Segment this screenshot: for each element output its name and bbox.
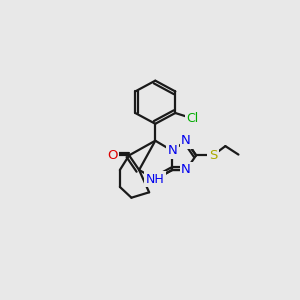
Text: S: S (209, 149, 217, 162)
Text: N: N (181, 134, 191, 147)
Text: NH: NH (146, 173, 165, 186)
Text: O: O (107, 149, 117, 162)
Text: N: N (167, 144, 177, 157)
Text: Cl: Cl (186, 112, 198, 125)
Text: N: N (181, 164, 191, 176)
